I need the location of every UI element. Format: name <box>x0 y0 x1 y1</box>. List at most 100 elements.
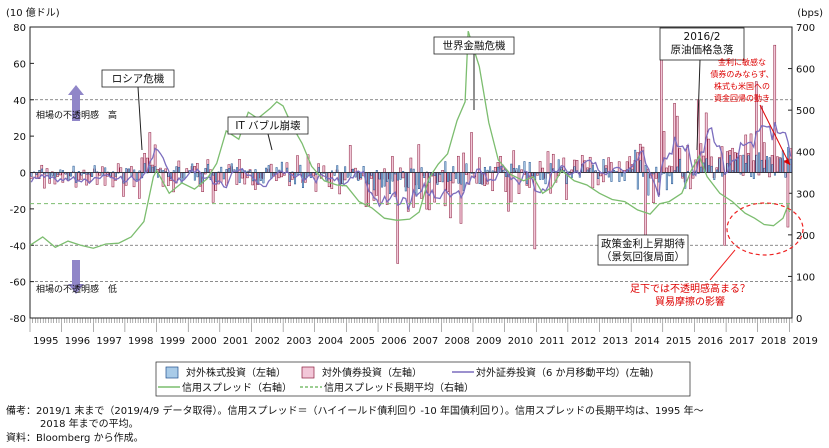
bond-bar <box>383 168 386 173</box>
bond-bar <box>375 172 378 196</box>
stock-bar <box>357 172 360 181</box>
year-label: 2000 <box>191 336 216 347</box>
financial-crisis-label: 世界金融危機 <box>433 36 515 55</box>
stock-bar <box>518 165 521 173</box>
year-label: 2001 <box>223 336 248 347</box>
bond-bar <box>243 172 247 185</box>
stock-bar <box>391 172 394 182</box>
stock-bar <box>159 169 162 173</box>
bond-bar <box>296 155 299 173</box>
year-label: 2014 <box>634 336 659 347</box>
stock-bar <box>528 161 531 173</box>
bond-bar <box>140 157 144 173</box>
stock-bar <box>149 165 152 173</box>
stock-bar <box>204 168 207 173</box>
right-tick-label: 600 <box>796 65 815 76</box>
stock-bar <box>259 172 262 181</box>
stock-bar <box>755 154 758 173</box>
uncertainty-low-label: 相場の不透明感 低 <box>36 283 117 295</box>
stock-bar <box>344 166 347 173</box>
stock-bar <box>222 172 225 180</box>
stock-bar <box>267 165 270 173</box>
stock-bar <box>789 158 792 173</box>
bond-bar <box>343 172 347 181</box>
legend-label: 信用スプレッド長期平均（右軸） <box>324 381 474 394</box>
left-axis-unit: (10 億ドル) <box>6 6 60 19</box>
stock-bar <box>294 172 297 185</box>
stock-bar <box>370 172 373 176</box>
bond-bar <box>322 165 326 173</box>
stock-bar <box>768 157 771 173</box>
right-axis-unit: (bps) <box>797 8 823 19</box>
stock-bar <box>544 172 547 185</box>
bond-bar <box>77 172 80 181</box>
legend-label: 対外株式投資（左軸） <box>186 366 286 379</box>
right-tick-label: 300 <box>796 189 815 200</box>
bond-bar <box>462 152 465 173</box>
stock-bar <box>549 163 552 173</box>
stock-bar <box>744 162 747 173</box>
stock-bar <box>449 172 452 181</box>
us-repatriation-arrow <box>759 104 791 166</box>
us-repatriation-text: 資金回帰の動き <box>714 93 770 103</box>
it-bubble-arrow <box>267 133 273 151</box>
stock-bar <box>766 156 768 173</box>
stock-bar <box>220 166 223 173</box>
uncertainty-high-label: 相場の不透明感 高 <box>36 109 117 121</box>
stock-bar <box>388 172 391 194</box>
bond-bar <box>280 172 283 178</box>
right-tick-label: 0 <box>796 314 802 325</box>
stock-bar <box>51 172 54 176</box>
left-tick-label: -40 <box>10 241 26 252</box>
year-label: 1999 <box>160 336 185 347</box>
stock-bar <box>454 172 457 179</box>
it-bubble-label-text: IT バブル崩壊 <box>235 119 301 132</box>
legend-swatch <box>301 366 315 379</box>
us-repatriation-arrowhead <box>784 158 790 165</box>
stock-bar <box>758 152 761 173</box>
stock-bar <box>441 172 444 183</box>
stock-bar <box>399 172 402 180</box>
left-tick-label: -80 <box>10 314 26 325</box>
stock-bar <box>681 172 684 177</box>
stock-bar <box>700 166 703 173</box>
stock-bar <box>779 158 782 173</box>
rate-hike-label-text: 政策金利上昇期待 <box>601 237 685 250</box>
right-tick-label: 700 <box>796 23 815 34</box>
bond-bar <box>417 144 421 173</box>
bond-bar <box>665 167 668 173</box>
russia-arrow <box>137 86 143 151</box>
stock-bar <box>396 172 399 181</box>
year-label: 2005 <box>349 336 374 347</box>
bond-bar <box>538 161 542 173</box>
stock-bar <box>109 172 112 177</box>
bond-bar <box>662 131 666 173</box>
stock-bar <box>605 168 608 173</box>
stock-bar <box>386 172 389 182</box>
bond-bar <box>667 165 671 173</box>
stock-bar <box>465 163 468 173</box>
left-tick-label: 60 <box>13 59 26 70</box>
stock-bar <box>636 172 639 190</box>
bond-bar <box>348 145 352 173</box>
stock-bar <box>415 172 418 197</box>
it-bubble-label: IT バブル崩壊 <box>227 116 309 135</box>
stock-bar <box>647 172 650 196</box>
bond-bar <box>636 152 639 173</box>
stock-bar <box>93 165 96 173</box>
bond-bar <box>312 172 315 177</box>
left-tick-label: -20 <box>10 205 26 216</box>
year-label: 2012 <box>571 336 596 347</box>
legend-label: 信用スプレッド（右軸） <box>182 381 292 394</box>
stock-bar <box>91 172 94 177</box>
stock-bar <box>214 172 217 182</box>
bond-bar <box>654 172 658 179</box>
stock-bar <box>378 172 381 180</box>
stock-bar <box>423 172 426 179</box>
stock-bar <box>238 172 241 183</box>
trade-friction-note: 貿易摩擦の影響 <box>655 295 725 308</box>
bond-bar <box>533 172 537 250</box>
stock-bar <box>175 166 178 173</box>
bond-bar <box>470 132 473 173</box>
